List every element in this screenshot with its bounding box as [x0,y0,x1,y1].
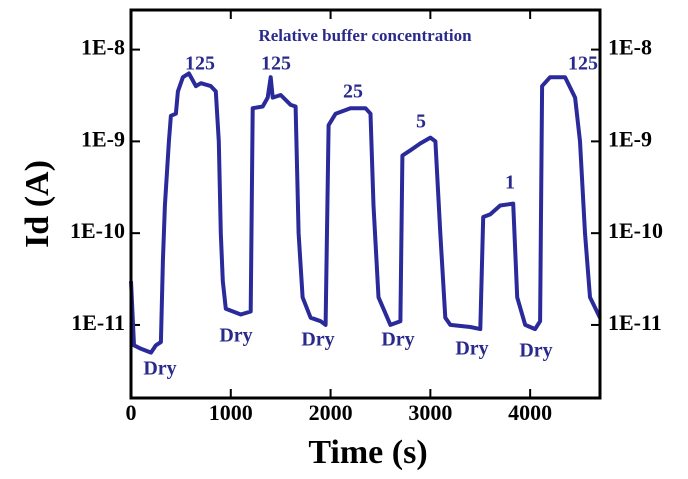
y-tick-label-right: 1E-10 [608,218,663,243]
y-tick-label: 1E-10 [70,218,125,243]
x-tick-label: 0 [126,400,137,425]
y-tick-label: 1E-11 [71,310,125,335]
y-tick-label-right: 1E-11 [608,310,662,335]
annotation: Dry [519,340,552,362]
annotation: Relative buffer concentration [258,26,472,45]
annotation: 125 [261,53,291,75]
y-tick-label: 1E-9 [81,126,125,151]
x-tick-label: 3000 [408,400,452,425]
x-axis-label: Time (s) [308,434,427,471]
annotation: 25 [343,81,363,103]
plot-frame [129,8,602,400]
x-tick-label: 1000 [209,400,253,425]
annotation: Dry [219,325,252,347]
annotation: Dry [301,329,334,351]
annotation: 125 [185,53,215,75]
y-tick-label-right: 1E-9 [608,126,652,151]
annotation: Dry [455,338,488,360]
y-tick-label-right: 1E-8 [608,35,652,60]
annotation: Dry [143,358,176,380]
y-tick-label: 1E-8 [81,35,125,60]
x-tick-label: 2000 [309,400,353,425]
x-tick-label: 4000 [508,400,552,425]
y-axis-label: Id (A) [19,160,56,248]
annotation: 5 [416,111,426,133]
data-line [129,71,602,355]
annotation: 125 [568,53,598,75]
annotation: Dry [381,329,414,351]
annotation: 1 [505,172,515,194]
